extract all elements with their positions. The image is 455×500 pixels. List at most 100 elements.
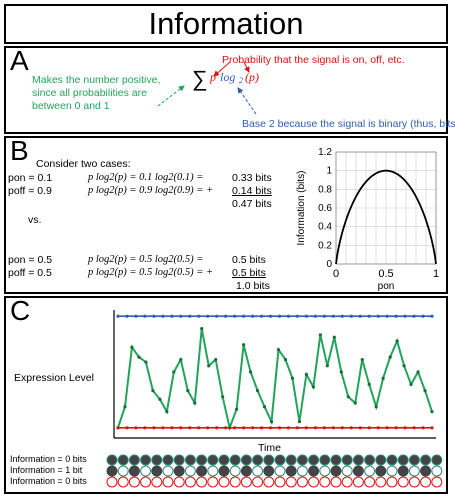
state-circle xyxy=(296,465,308,477)
state-circle xyxy=(420,465,432,477)
series-point xyxy=(152,314,156,318)
state-circle xyxy=(285,454,297,466)
state-circle xyxy=(128,465,140,477)
series-point xyxy=(283,358,288,362)
formula-sub: 2 xyxy=(239,76,243,85)
state-circle xyxy=(408,465,420,477)
series-point xyxy=(248,370,253,374)
case1-row1-expr: p log2(p) = 0.1 log2(0.1) = xyxy=(88,172,204,183)
state-circle xyxy=(263,454,275,466)
series-point xyxy=(125,426,129,430)
series-point xyxy=(161,314,165,318)
series-point xyxy=(170,426,174,430)
state-circle xyxy=(196,465,208,477)
series-point xyxy=(125,314,129,318)
state-circle xyxy=(352,465,364,477)
series-point xyxy=(224,426,228,430)
info-row-label-3: Information = 0 bits xyxy=(10,476,87,486)
series-point xyxy=(188,426,192,430)
series-point xyxy=(412,314,416,318)
state-circle xyxy=(162,476,174,488)
state-circle xyxy=(196,476,208,488)
state-circle xyxy=(240,465,252,477)
case1-row2-prob: poff = 0.9 xyxy=(8,185,52,197)
series-point xyxy=(376,314,380,318)
state-circle xyxy=(308,454,320,466)
state-circle xyxy=(408,454,420,466)
state-circle xyxy=(252,465,264,477)
series-point xyxy=(123,405,127,409)
state-circle xyxy=(420,454,432,466)
entropy-curve xyxy=(335,169,437,265)
series-point xyxy=(385,314,389,318)
state-circle xyxy=(341,465,353,477)
state-circle xyxy=(308,465,320,477)
y-tick-label: 1 xyxy=(326,166,332,177)
series-point xyxy=(367,314,371,318)
state-circle xyxy=(330,476,342,488)
series-point xyxy=(304,314,308,318)
series-point xyxy=(423,389,427,393)
panel-c: C Expression Level Time Information = 0 … xyxy=(4,296,448,494)
case1-row2-val: 0.14 bits xyxy=(232,185,272,197)
series-point xyxy=(403,314,407,318)
state-circle xyxy=(252,454,264,466)
series-point xyxy=(137,355,141,359)
circle-rows xyxy=(106,454,443,488)
series-point xyxy=(318,333,322,337)
series-point xyxy=(332,335,336,339)
state-circle xyxy=(274,454,286,466)
series-point xyxy=(172,370,176,374)
state-circle xyxy=(352,454,364,466)
panel-a: A Makes the number positive, since all p… xyxy=(4,46,455,134)
series-point xyxy=(193,401,197,405)
expression-ylabel: Expression Level xyxy=(14,372,94,384)
series-point xyxy=(304,426,308,430)
page-title: Information xyxy=(4,4,448,44)
series-point xyxy=(388,355,392,359)
state-circle xyxy=(420,476,432,488)
state-circle xyxy=(364,476,376,488)
series-point xyxy=(233,426,237,430)
series-point xyxy=(322,314,326,318)
series-point xyxy=(233,314,237,318)
green-note: Makes the number positive, since all pro… xyxy=(32,74,161,112)
state-circle xyxy=(274,465,286,477)
red-arrow-2 xyxy=(243,61,250,73)
series-point xyxy=(143,426,147,430)
series-point xyxy=(116,314,120,318)
state-circle xyxy=(207,454,219,466)
series-point xyxy=(200,327,204,331)
state-circle xyxy=(431,465,443,477)
state-circle xyxy=(341,476,353,488)
series-point xyxy=(151,389,155,393)
series-point xyxy=(268,426,273,430)
state-circle xyxy=(386,465,398,477)
vs-text: vs. xyxy=(28,214,42,226)
case1-row1-prob: pon = 0.1 xyxy=(8,172,53,184)
series-point xyxy=(224,314,228,318)
series-point xyxy=(358,426,362,430)
series-point xyxy=(188,314,192,318)
page-title-text: Information xyxy=(148,6,304,41)
state-circle xyxy=(341,454,353,466)
state-circle xyxy=(375,465,387,477)
series-point xyxy=(394,426,398,430)
state-circle xyxy=(173,465,185,477)
state-circle xyxy=(218,465,230,477)
state-circle xyxy=(173,476,185,488)
series-point xyxy=(250,314,255,318)
red-arrow-1 xyxy=(213,61,231,77)
series-point xyxy=(206,426,210,430)
state-circle xyxy=(330,454,342,466)
series-point xyxy=(395,339,399,343)
state-circle xyxy=(140,454,152,466)
series-point xyxy=(311,385,315,389)
series-point xyxy=(367,426,371,430)
series-point xyxy=(331,426,335,430)
series-point xyxy=(403,426,407,430)
series-point xyxy=(402,364,406,368)
y-tick-label: 0.4 xyxy=(318,222,332,233)
state-circle xyxy=(229,465,241,477)
x-tick-label: 0 xyxy=(333,268,339,280)
